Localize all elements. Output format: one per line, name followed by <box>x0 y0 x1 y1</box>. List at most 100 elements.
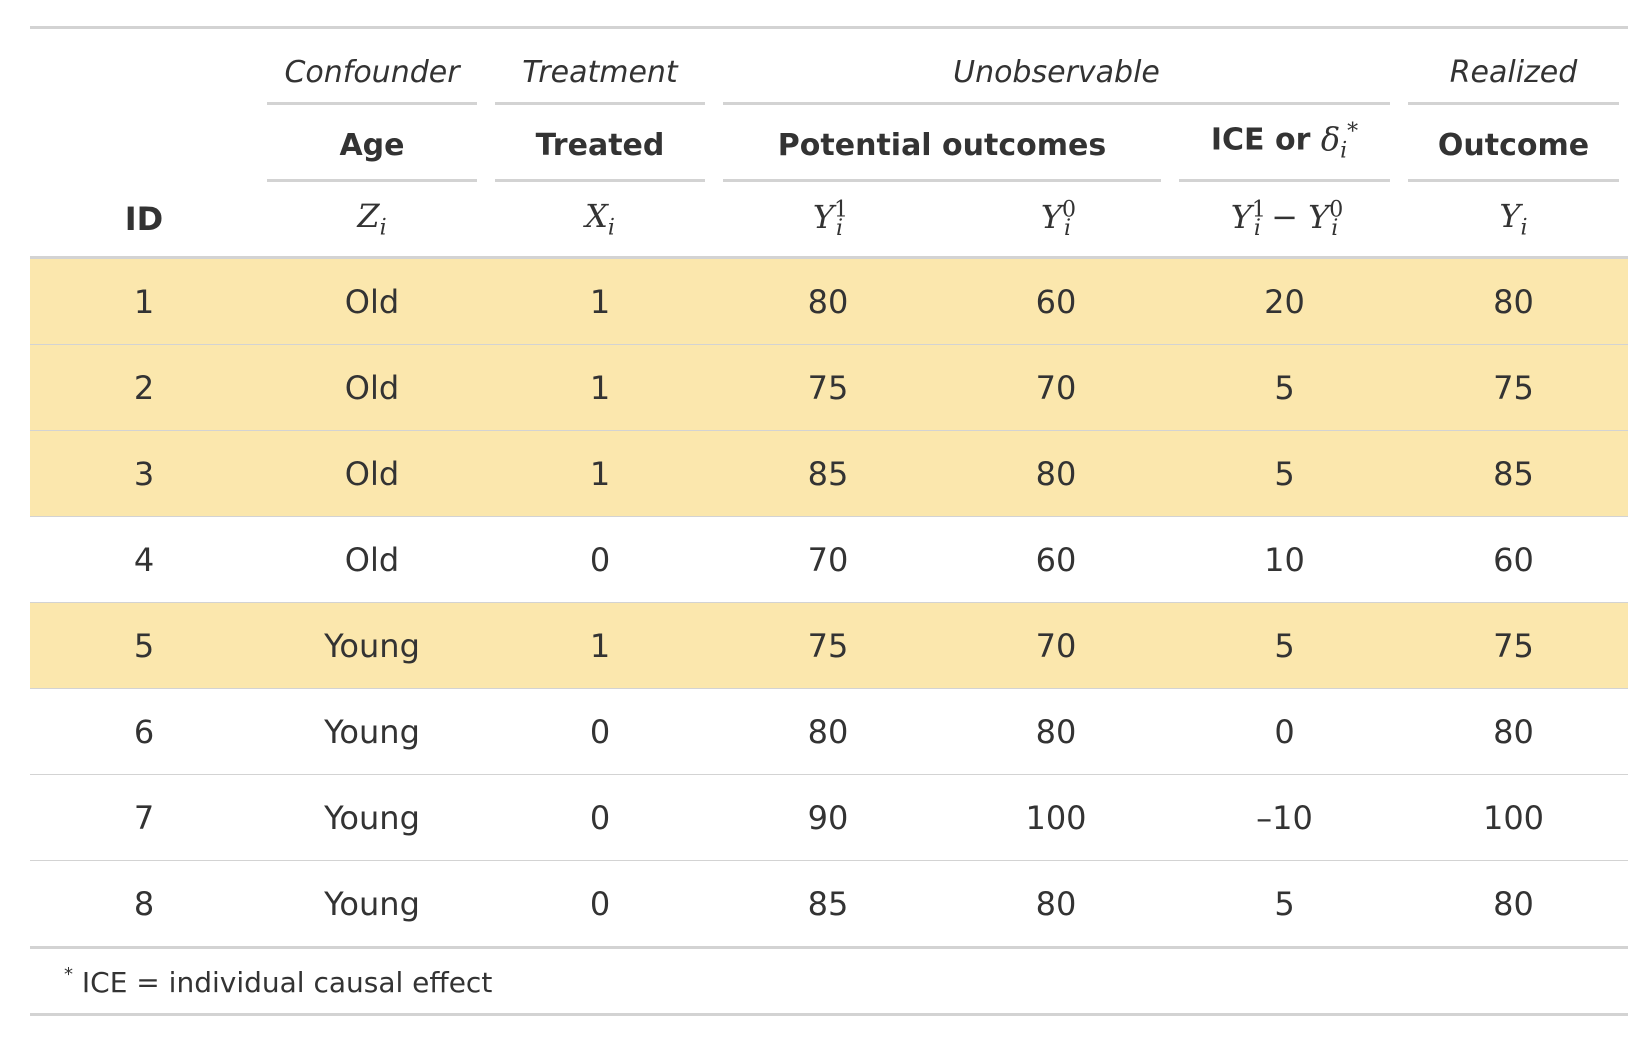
cell-outcome: 60 <box>1399 516 1628 603</box>
spanner-treatment-label: Treatment <box>495 55 705 105</box>
cell-id: 3 <box>30 430 258 517</box>
cell-ice: –10 <box>1170 774 1399 861</box>
subspanner-outcome-label: Outcome <box>1408 128 1619 182</box>
cell-ice: 5 <box>1170 430 1399 517</box>
subspanner-empty <box>30 105 258 182</box>
cell-treated: 1 <box>486 344 714 431</box>
cell-age: Old <box>258 430 486 517</box>
cell-y1: 85 <box>714 430 942 517</box>
cell-treated: 0 <box>486 688 714 775</box>
cell-ice: 20 <box>1170 257 1399 345</box>
cell-age: Old <box>258 344 486 431</box>
cell-age: Young <box>258 860 486 948</box>
cell-id: 6 <box>30 688 258 775</box>
cell-ice: 10 <box>1170 516 1399 603</box>
cell-y0: 60 <box>942 257 1170 345</box>
column-label-row: ID Zi Xi Y1i Y0i Y1i − Y0i Yi <box>30 182 1628 259</box>
cell-outcome: 75 <box>1399 602 1628 689</box>
cell-outcome: 85 <box>1399 430 1628 517</box>
cell-outcome: 80 <box>1399 860 1628 948</box>
cell-outcome: 75 <box>1399 344 1628 431</box>
cell-ice: 5 <box>1170 860 1399 948</box>
footnote-row: * ICE = individual causal effect <box>30 946 1628 1016</box>
cell-id: 4 <box>30 516 258 603</box>
cell-ice: 0 <box>1170 688 1399 775</box>
table-row: 5 Young 1 75 70 5 75 <box>30 602 1628 689</box>
cell-outcome: 80 <box>1399 688 1628 775</box>
delta-symbol: δi* <box>1320 118 1359 163</box>
cell-y1: 75 <box>714 602 942 689</box>
spanner-empty <box>30 28 258 106</box>
cell-id: 7 <box>30 774 258 861</box>
cell-y1: 80 <box>714 688 942 775</box>
table-body: 1 Old 1 80 60 20 80 2 Old 1 75 70 5 75 3 Old 1 85 80 5 85 … <box>30 257 1628 948</box>
causal-table-container: Confounder Treatment Unobservable Realiz… <box>30 26 1628 1016</box>
cell-outcome: 80 <box>1399 257 1628 345</box>
cell-treated: 0 <box>486 774 714 861</box>
cell-y1: 80 <box>714 257 942 345</box>
col-outcome: Yi <box>1399 182 1628 259</box>
subspanner-potential-outcomes: Potential outcomes <box>714 105 1170 182</box>
cell-age: Young <box>258 602 486 689</box>
cell-treated: 0 <box>486 516 714 603</box>
table-row: 3 Old 1 85 80 5 85 <box>30 430 1628 517</box>
col-ice: Y1i − Y0i <box>1170 182 1399 259</box>
cell-treated: 1 <box>486 430 714 517</box>
spanner-unobservable: Unobservable <box>714 28 1399 105</box>
footnote: * ICE = individual causal effect <box>30 946 1628 1016</box>
col-x: Xi <box>486 182 714 259</box>
col-z: Zi <box>258 182 486 259</box>
subspanner-age-label: Age <box>267 128 477 182</box>
col-id: ID <box>30 182 258 259</box>
table-header: Confounder Treatment Unobservable Realiz… <box>30 27 1628 259</box>
spanner-confounder-label: Confounder <box>267 55 477 105</box>
cell-y0: 80 <box>942 688 1170 775</box>
cell-ice: 5 <box>1170 344 1399 431</box>
cell-treated: 1 <box>486 257 714 345</box>
spanner-unobservable-label: Unobservable <box>723 55 1390 105</box>
cell-ice: 5 <box>1170 602 1399 689</box>
footnote-mark: * <box>64 963 73 985</box>
potential-outcomes-table: Confounder Treatment Unobservable Realiz… <box>30 26 1628 1016</box>
subspanner-outcome: Outcome <box>1399 105 1628 182</box>
cell-treated: 0 <box>486 860 714 948</box>
cell-age: Old <box>258 257 486 345</box>
cell-age: Young <box>258 774 486 861</box>
cell-y1: 90 <box>714 774 942 861</box>
cell-y1: 70 <box>714 516 942 603</box>
subspanner-treated-label: Treated <box>495 128 705 182</box>
table-row: 2 Old 1 75 70 5 75 <box>30 344 1628 431</box>
spanner-treatment: Treatment <box>486 28 714 105</box>
ice-text: ICE or <box>1210 122 1311 158</box>
cell-age: Young <box>258 688 486 775</box>
table-row: 6 Young 0 80 80 0 80 <box>30 688 1628 775</box>
subspanner-treated: Treated <box>486 105 714 182</box>
cell-id: 2 <box>30 344 258 431</box>
footnote-text: ICE = individual causal effect <box>81 965 493 999</box>
cell-y0: 100 <box>942 774 1170 861</box>
cell-outcome: 100 <box>1399 774 1628 861</box>
cell-treated: 1 <box>486 602 714 689</box>
subspanner-ice: ICE or δi* <box>1170 105 1399 182</box>
cell-y0: 80 <box>942 860 1170 948</box>
cell-y0: 80 <box>942 430 1170 517</box>
cell-age: Old <box>258 516 486 603</box>
cell-y1: 75 <box>714 344 942 431</box>
table-row: 8 Young 0 85 80 5 80 <box>30 860 1628 948</box>
cell-id: 8 <box>30 860 258 948</box>
subspanner-ice-label: ICE or δi* <box>1179 119 1390 182</box>
spanner-confounder: Confounder <box>258 28 486 105</box>
spanner-row: Confounder Treatment Unobservable Realiz… <box>30 27 1628 106</box>
cell-id: 1 <box>30 257 258 345</box>
table-row: 4 Old 0 70 60 10 60 <box>30 516 1628 603</box>
table-footer: * ICE = individual causal effect <box>30 946 1628 1016</box>
cell-y0: 70 <box>942 344 1170 431</box>
table-row: 1 Old 1 80 60 20 80 <box>30 257 1628 345</box>
cell-y0: 70 <box>942 602 1170 689</box>
spanner-realized: Realized <box>1399 28 1628 105</box>
table-row: 7 Young 0 90 100 –10 100 <box>30 774 1628 861</box>
col-y1: Y1i <box>714 182 942 259</box>
cell-y1: 85 <box>714 860 942 948</box>
col-y0: Y0i <box>942 182 1170 259</box>
cell-y0: 60 <box>942 516 1170 603</box>
